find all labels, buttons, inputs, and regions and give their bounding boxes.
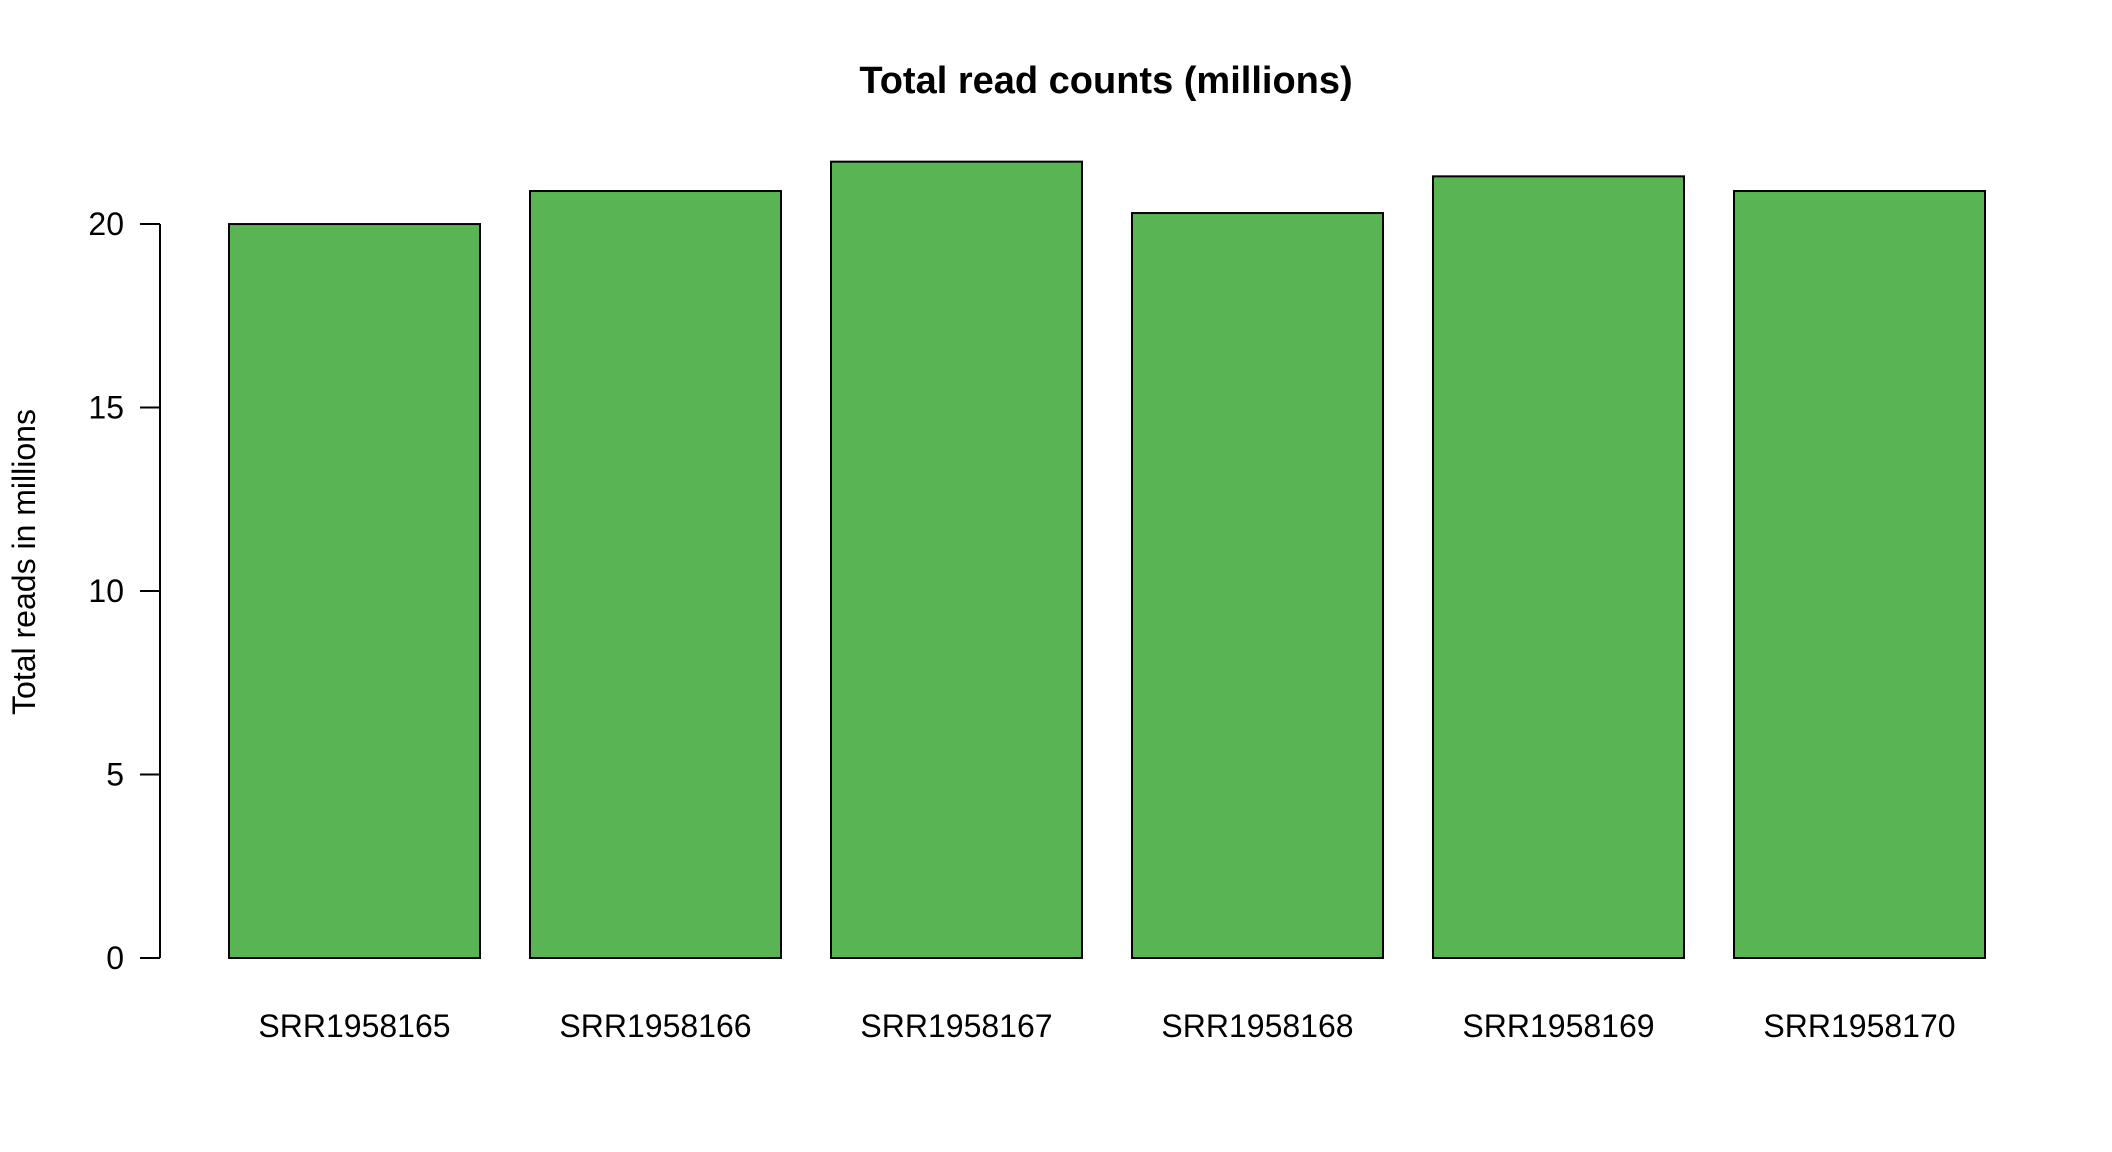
y-axis: 0 5 10 15 20 (88, 206, 161, 976)
x-axis-tick-labels: SRR1958165 SRR1958166 SRR1958167 SRR1958168… (258, 1008, 1955, 1044)
x-tick-label: SRR1958167 (860, 1008, 1052, 1044)
bar-srr1958168 (1131, 212, 1384, 959)
bar-srr1958170 (1733, 190, 1986, 959)
x-tick-label: SRR1958168 (1161, 1008, 1353, 1044)
x-tick-label: SRR1958165 (258, 1008, 450, 1044)
y-tick-label: 10 (88, 573, 124, 609)
bar-srr1958169 (1432, 175, 1685, 959)
bar-srr1958166 (529, 190, 782, 959)
y-tick-label: 15 (88, 390, 124, 426)
x-tick-label: SRR1958166 (559, 1008, 751, 1044)
y-tick-label: 0 (106, 940, 124, 976)
x-tick-label: SRR1958169 (1462, 1008, 1654, 1044)
chart-title: Total read counts (millions) (859, 60, 1352, 102)
bar-srr1958165 (228, 223, 481, 959)
y-tick-label: 20 (88, 206, 124, 242)
bars (228, 160, 1986, 959)
y-tick-label: 5 (106, 757, 124, 793)
x-tick-label: SRR1958170 (1763, 1008, 1955, 1044)
bar-srr1958167 (830, 160, 1083, 959)
y-axis-label: Total reads in millions (6, 409, 42, 715)
